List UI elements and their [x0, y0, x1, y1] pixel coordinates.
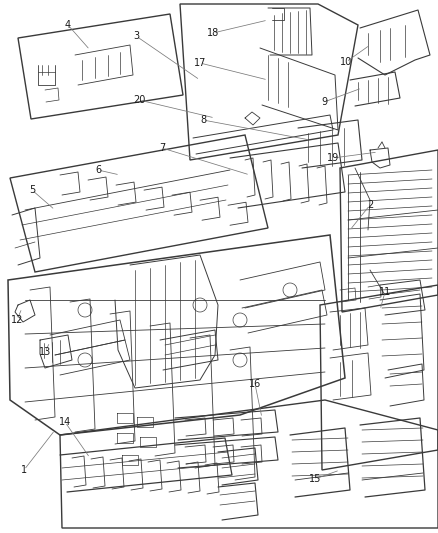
Text: 7: 7: [159, 143, 165, 153]
Text: 9: 9: [321, 97, 327, 107]
Text: 4: 4: [65, 20, 71, 30]
Text: 20: 20: [133, 95, 145, 105]
Text: 2: 2: [367, 200, 373, 210]
Text: 18: 18: [207, 28, 219, 38]
Text: 19: 19: [327, 153, 339, 163]
Text: 14: 14: [59, 417, 71, 427]
Text: 5: 5: [29, 185, 35, 195]
Text: 1: 1: [21, 465, 27, 475]
Text: 13: 13: [39, 347, 51, 357]
Text: 3: 3: [133, 31, 139, 41]
Text: 11: 11: [379, 287, 391, 297]
Text: 12: 12: [11, 315, 23, 325]
Text: 17: 17: [194, 58, 206, 68]
Text: 16: 16: [249, 379, 261, 389]
Text: 10: 10: [340, 57, 352, 67]
Text: 8: 8: [200, 115, 206, 125]
Text: 6: 6: [95, 165, 101, 175]
Text: 15: 15: [309, 474, 321, 484]
